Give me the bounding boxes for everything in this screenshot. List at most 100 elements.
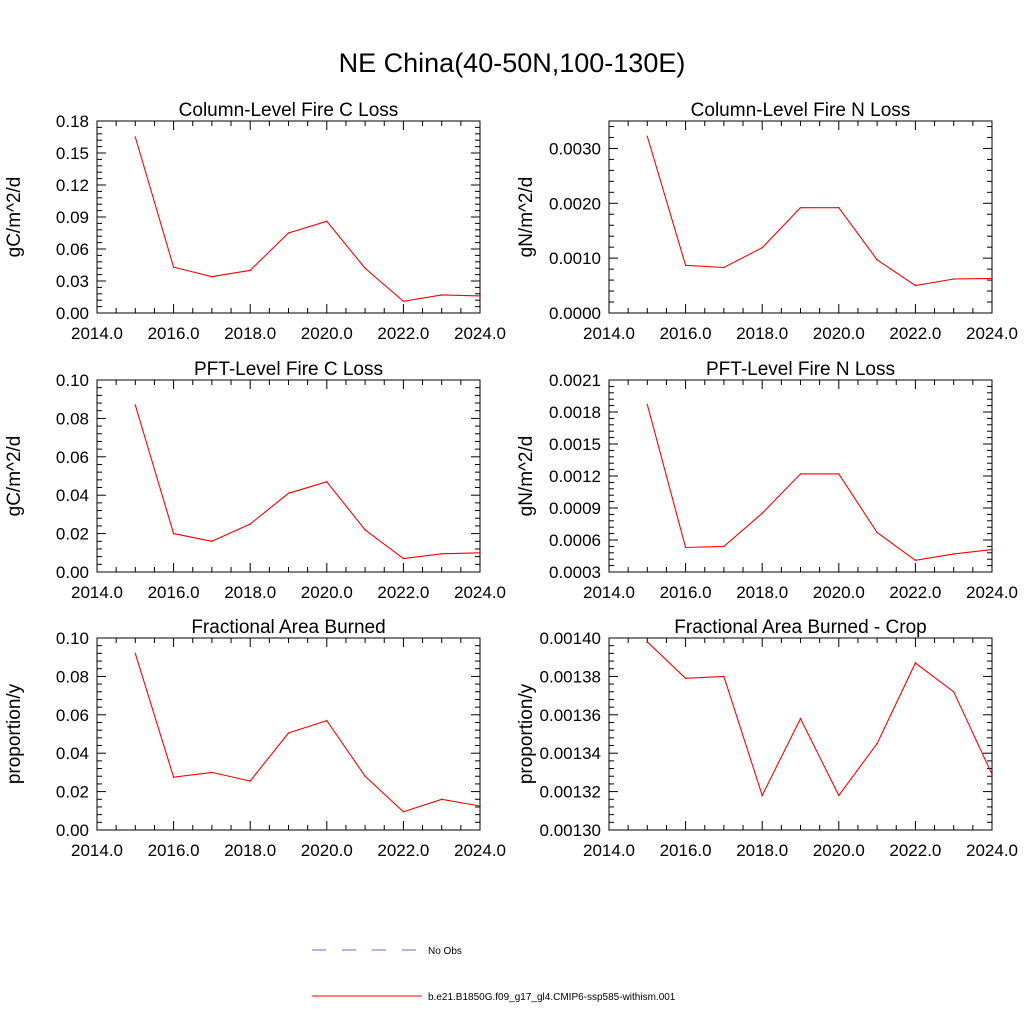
y-tick-label: 0.00130 (540, 821, 601, 840)
data-point (914, 284, 917, 287)
data-point (876, 531, 878, 534)
data-point (440, 293, 443, 296)
y-tick-label: 0.00132 (540, 783, 601, 802)
data-point (799, 472, 802, 475)
x-tick-label: 2024.0 (454, 583, 506, 602)
data-point (914, 662, 917, 664)
x-tick-label: 2020.0 (301, 841, 353, 860)
data-point (364, 528, 366, 531)
data-point (440, 798, 443, 801)
data-point (211, 540, 213, 543)
y-tick-label: 0.0021 (549, 371, 601, 390)
x-tick-label: 2024.0 (966, 841, 1018, 860)
legend-label: b.e21.B1850G.f09_g17_gl4.CMIP6-ssp585-wi… (428, 992, 676, 1003)
x-tick-label: 2018.0 (736, 841, 788, 860)
y-tick-label: 0.06 (56, 240, 89, 259)
y-tick-label: 0.0010 (549, 249, 601, 268)
data-point (134, 404, 137, 406)
panel-title: PFT-Level Fire C Loss (194, 359, 383, 380)
x-tick-label: 2024.0 (966, 324, 1018, 343)
y-tick-label: 0.0012 (549, 467, 601, 486)
data-point (287, 732, 290, 734)
y-tick-label: 0.08 (56, 409, 89, 428)
y-tick-label: 0.0020 (549, 194, 601, 213)
data-point (991, 548, 993, 551)
data-point (325, 719, 328, 722)
series-line (134, 136, 481, 302)
data-point (837, 206, 840, 209)
data-point (211, 771, 213, 774)
data-point (761, 794, 764, 797)
data-point (952, 278, 955, 280)
y-tick-label: 0.00 (56, 304, 89, 323)
data-point (287, 232, 290, 234)
y-tick-label: 0.00136 (540, 706, 601, 725)
chart-panel-2: 0.0000 0.0010 0.0020 0.0030 2014.0 2016.0 2018… (516, 100, 1018, 343)
x-tick-label: 2014.0 (583, 583, 635, 602)
y-tick-label: 0.0000 (549, 304, 601, 323)
x-tick-label: 2022.0 (889, 324, 941, 343)
x-tick-label: 2016.0 (660, 583, 712, 602)
data-point (837, 794, 840, 797)
data-point (249, 269, 252, 272)
x-tick-label: 2016.0 (660, 324, 712, 343)
data-point (646, 640, 649, 643)
x-tick-label: 2018.0 (224, 324, 276, 343)
series-line (134, 653, 481, 813)
y-tick-label: 0.0006 (549, 531, 601, 550)
y-axis-label: proportion/y (516, 683, 537, 784)
x-tick-label: 2018.0 (224, 841, 276, 860)
x-tick-label: 2020.0 (301, 583, 353, 602)
legend: No Obs b.e21.B1850G.f09_g17_gl4.CMIP6-ssp… (312, 946, 676, 1003)
y-tick-label: 0.0003 (549, 563, 601, 582)
data-point (723, 266, 725, 269)
y-tick-label: 0.02 (56, 783, 89, 802)
y-tick-label: 0.04 (56, 744, 89, 763)
y-tick-label: 0.00138 (540, 667, 601, 686)
data-point (440, 552, 443, 555)
y-tick-label: 0.0030 (549, 139, 601, 158)
data-point (249, 523, 252, 525)
legend-label: No Obs (428, 946, 462, 957)
data-point (364, 267, 366, 270)
data-point (402, 557, 405, 560)
data-point (172, 532, 175, 535)
y-axis-label: gC/m^2/d (4, 177, 25, 258)
data-point (479, 295, 481, 297)
x-tick-label: 2014.0 (583, 324, 635, 343)
data-point (684, 546, 687, 549)
data-point (799, 717, 802, 720)
x-tick-label: 2020.0 (301, 324, 353, 343)
y-tick-label: 0.06 (56, 706, 89, 725)
y-tick-label: 0.02 (56, 525, 89, 544)
legend-entry-1: No Obs (312, 946, 462, 957)
chart-panel-3: 0.00 0.02 0.04 0.06 0.08 0.10 2014.0 2016.0 2018… (4, 359, 506, 602)
x-tick-label: 2018.0 (736, 583, 788, 602)
y-tick-label: 0.08 (56, 667, 89, 686)
panel-title: Fractional Area Burned - Crop (674, 617, 926, 638)
chart-panel-6: 0.00130 0.00132 0.00134 0.00136 0.00138 0.001… (516, 617, 1018, 860)
data-point (684, 677, 687, 680)
y-axis-label: gN/m^2/d (516, 177, 537, 258)
data-point (952, 690, 955, 693)
data-point (952, 552, 955, 555)
data-point (364, 775, 366, 778)
x-tick-label: 2020.0 (813, 583, 865, 602)
y-tick-label: 0.0015 (549, 435, 601, 454)
data-point (761, 246, 764, 249)
data-point (172, 776, 175, 779)
y-tick-label: 0.0018 (549, 403, 601, 422)
x-tick-label: 2024.0 (966, 583, 1018, 602)
y-axis-label: gN/m^2/d (516, 436, 537, 517)
panel-title: Column-Level Fire C Loss (179, 100, 399, 121)
data-point (799, 206, 802, 209)
panels: 0.00 0.03 0.06 0.09 0.12 0.15 0.18 2014.0 2016.0… (4, 100, 1018, 860)
data-point (402, 810, 405, 813)
panel-title: Fractional Area Burned (191, 617, 385, 638)
y-tick-label: 0.12 (56, 176, 89, 195)
plot-frame (96, 379, 481, 573)
plot-frame (608, 637, 993, 831)
series-line (134, 404, 481, 560)
x-tick-label: 2018.0 (736, 324, 788, 343)
x-tick-label: 2024.0 (454, 841, 506, 860)
